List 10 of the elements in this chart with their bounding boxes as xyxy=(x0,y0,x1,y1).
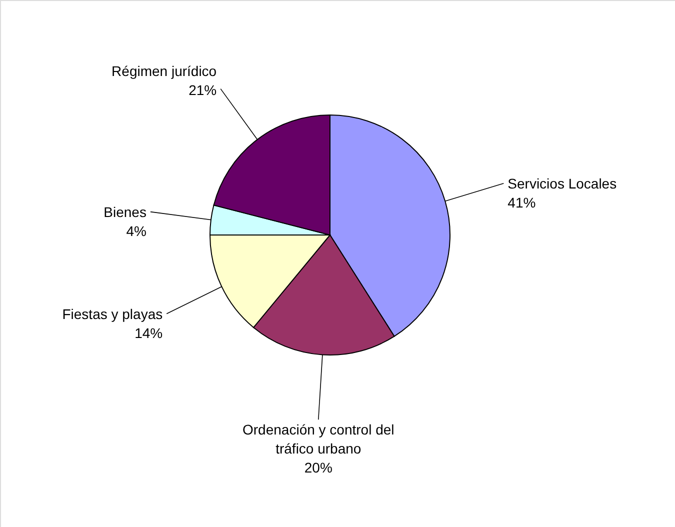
slice-label: Fiestas y playas xyxy=(62,306,163,322)
data-label: 41% xyxy=(508,194,536,210)
data-label: 20% xyxy=(304,460,332,476)
slice-label: Servicios Locales xyxy=(508,175,617,192)
data-label: 14% xyxy=(134,324,163,341)
slice-label: Régimen jurídico xyxy=(112,62,217,79)
slice-label: Bienes xyxy=(104,204,146,220)
data-label: 4% xyxy=(126,222,146,239)
data-label: 21% xyxy=(188,82,217,98)
slice-label: Ordenación y control del tráfico urbano xyxy=(242,422,394,457)
